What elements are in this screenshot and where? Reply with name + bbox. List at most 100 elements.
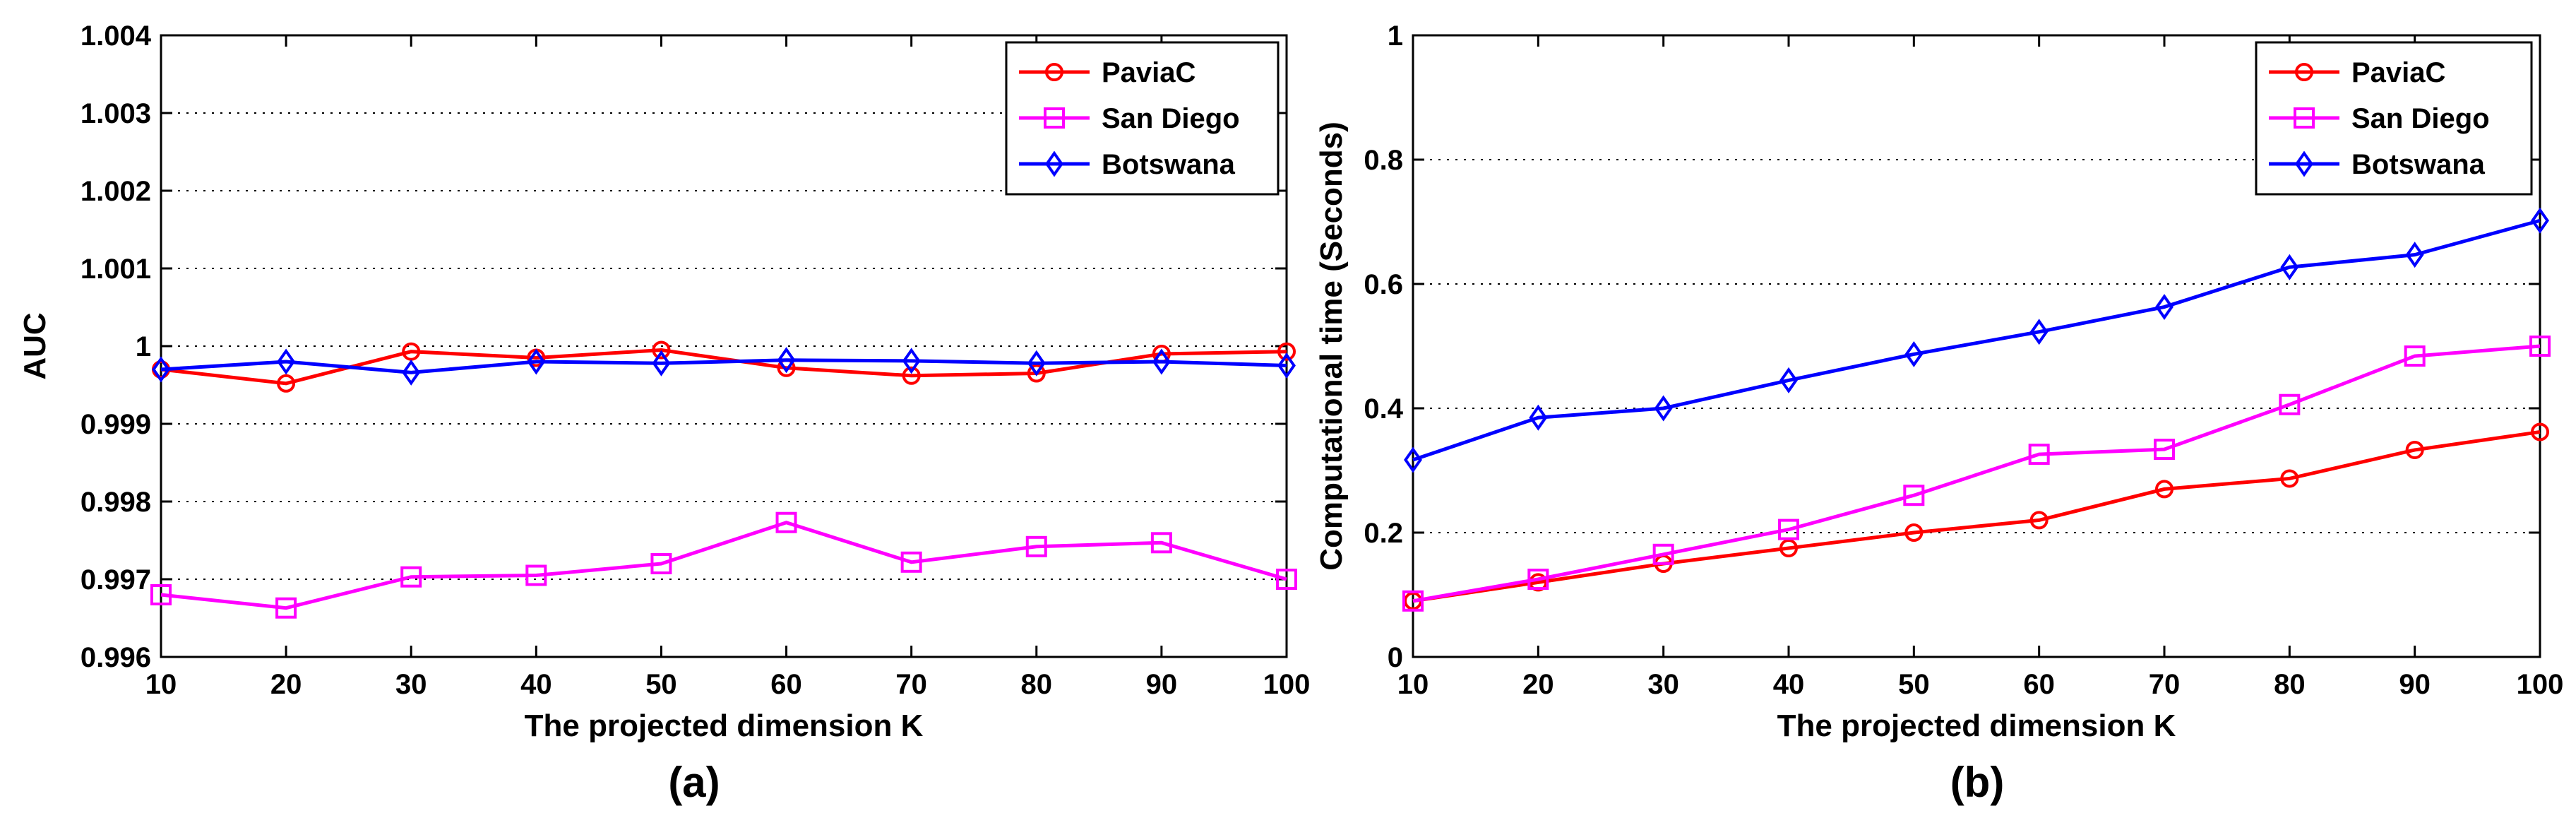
y-tick-label: 1 (1388, 20, 1403, 52)
x-tick-label: 90 (1146, 669, 1178, 700)
data-point (277, 348, 296, 375)
x-tick-label: 20 (1522, 669, 1554, 700)
panel-label: (b) (1950, 759, 2005, 806)
series-line-san-diego (160, 521, 1287, 610)
data-point (527, 348, 546, 375)
x-tick-label: 90 (2399, 669, 2431, 700)
x-tick-label: 60 (2023, 669, 2055, 700)
data-point (1779, 367, 1798, 393)
data-point (2029, 319, 2049, 345)
data-point (2280, 469, 2299, 488)
y-tick-label: 0.999 (80, 409, 151, 440)
data-point (1904, 340, 1924, 367)
legend-label: Botswana (1102, 149, 1236, 180)
data-point (650, 553, 672, 574)
legend-marker (1045, 150, 1063, 177)
x-tick-label: 70 (2149, 669, 2181, 700)
data-point (2155, 480, 2174, 499)
x-tick-label: 60 (770, 669, 802, 700)
data-point (2279, 393, 2301, 415)
y-tick-label: 0 (1388, 642, 1403, 673)
data-point (525, 564, 547, 586)
data-point (2531, 422, 2549, 441)
data-point (902, 348, 921, 374)
legend-label: Botswana (2351, 149, 2486, 180)
legend-marker (1045, 63, 1063, 81)
x-tick-label: 10 (1397, 669, 1429, 700)
data-point (1402, 590, 1424, 612)
x-tick-label: 50 (645, 669, 677, 700)
legend-marker (2295, 63, 2313, 81)
panel-label: (a) (668, 759, 720, 806)
x-axis-label: The projected dimension K (525, 709, 924, 743)
data-point (900, 551, 922, 573)
x-tick-label: 40 (520, 669, 552, 700)
data-point (152, 356, 170, 383)
data-point (402, 342, 421, 361)
y-tick-label: 1 (136, 331, 151, 362)
data-point (1652, 543, 1674, 565)
legend-label: PaviaC (2351, 57, 2445, 88)
data-point (2529, 336, 2551, 357)
data-point (2405, 440, 2424, 459)
y-tick-label: 1.001 (80, 254, 151, 285)
data-point (2404, 345, 2426, 367)
data-point (400, 566, 422, 588)
legend-label: PaviaC (1102, 57, 1195, 88)
x-tick-label: 80 (1021, 669, 1053, 700)
data-point (2028, 444, 2050, 466)
x-tick-label: 50 (1898, 669, 1930, 700)
data-point (1277, 352, 1296, 379)
data-point (1152, 348, 1171, 375)
data-point (1903, 485, 1925, 506)
data-point (1027, 350, 1046, 377)
data-point (902, 366, 921, 385)
x-tick-label: 70 (895, 669, 927, 700)
legend-marker (1044, 107, 1065, 129)
data-point (1654, 395, 1673, 422)
data-point (775, 511, 797, 533)
y-tick-label: 0.998 (80, 487, 151, 518)
y-tick-label: 0.996 (80, 642, 151, 673)
legend-marker (2295, 150, 2313, 177)
x-tick-label: 20 (270, 669, 302, 700)
series-line-san-diego (1412, 344, 2541, 603)
data-point (1277, 342, 1296, 361)
data-point (2029, 511, 2049, 530)
data-point (1276, 569, 1297, 590)
series-line-botswana (1412, 218, 2541, 462)
data-point (1025, 535, 1047, 557)
data-point (2154, 439, 2175, 461)
legend-label: San Diego (1102, 103, 1240, 134)
x-tick-label: 30 (1647, 669, 1679, 700)
data-point (2155, 294, 2174, 321)
legend-marker (2294, 107, 2315, 129)
data-point (402, 359, 421, 386)
series-line-paviac (1412, 429, 2541, 603)
x-tick-label: 10 (145, 669, 177, 700)
x-tick-label: 40 (1773, 669, 1805, 700)
data-point (652, 350, 671, 377)
data-point (1027, 364, 1046, 383)
data-point (1778, 518, 1799, 540)
y-tick-label: 0.6 (1364, 269, 1403, 300)
data-point (150, 584, 172, 605)
data-point (777, 347, 796, 374)
chart-panel-a: 10 20 30 40 50 60 70 80 90 100 0.996 0.997 0.998 0.99… (18, 20, 1310, 806)
data-point (2405, 242, 2424, 268)
data-point (1404, 446, 1422, 473)
data-point (277, 374, 296, 393)
data-point (1150, 532, 1172, 554)
y-tick-label: 1.003 (80, 98, 151, 129)
legend-label: San Diego (2351, 103, 2490, 134)
series-line-botswana (160, 358, 1287, 374)
y-axis-label: AUC (18, 312, 52, 379)
data-point (1529, 404, 1548, 431)
x-tick-label: 100 (1263, 669, 1311, 700)
y-tick-label: 0.997 (80, 564, 151, 595)
data-point (652, 340, 671, 360)
data-point (1904, 523, 1924, 542)
data-point (2280, 254, 2299, 280)
y-axis-label: Computational time (Seconds) (1314, 121, 1349, 571)
